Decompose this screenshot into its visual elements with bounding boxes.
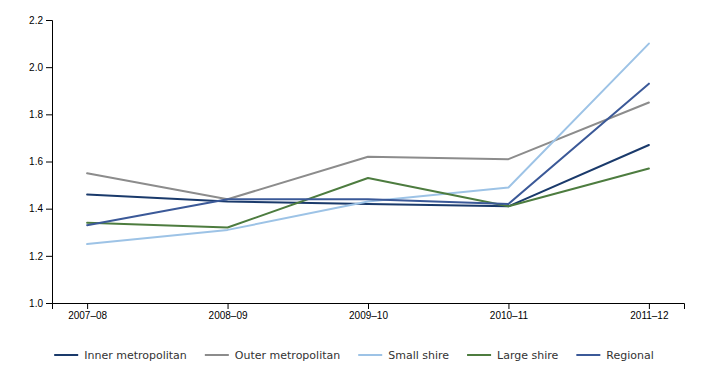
series-line: [87, 84, 649, 226]
y-tick: 1.8: [29, 109, 52, 120]
x-tick: 2008–09: [209, 303, 248, 321]
y-tick-label: 2.2: [29, 15, 43, 26]
series-line: [87, 169, 649, 228]
y-tick-label: 1.8: [29, 109, 43, 120]
x-tick-label: 2011–12: [630, 310, 669, 321]
legend-label: Small shire: [388, 349, 449, 362]
series-line: [87, 44, 649, 244]
x-tick-label: 2007–08: [68, 310, 107, 321]
y-tick-mark: [46, 209, 52, 210]
x-tick-label: 2009–10: [349, 310, 388, 321]
x-tick-label: 2010–11: [490, 310, 529, 321]
y-tick-label: 2.0: [29, 62, 43, 73]
legend-item: Inner metropolitan: [54, 349, 187, 362]
x-axis: 2007–08 2008–09 2009–10 2010–11 2011–12: [53, 303, 685, 321]
legend: Inner metropolitan Outer metropolitan Smal…: [54, 349, 654, 362]
y-tick-mark: [46, 303, 52, 304]
legend-label: Large shire: [497, 349, 558, 362]
y-tick: 1.0: [29, 298, 52, 309]
y-tick: 2.0: [29, 62, 52, 73]
x-tick-mark: [87, 303, 88, 309]
y-tick-mark: [46, 256, 52, 257]
y-tick-label: 1.2: [29, 251, 43, 262]
x-tick: 2009–10: [349, 303, 388, 321]
plot: 1.0 1.2 1.4 1.6 1.8 2.0 2.2 2007–08 2008–09 2009–…: [29, 15, 684, 321]
y-tick: 1.4: [29, 203, 52, 214]
y-tick-mark: [46, 67, 52, 68]
series-line: [87, 103, 649, 200]
x-tick: 2010–11: [490, 303, 529, 321]
legend-swatch: [467, 354, 491, 356]
y-axis-line: [46, 21, 53, 304]
y-tick-label: 1.0: [29, 298, 43, 309]
y-axis: 1.0 1.2 1.4 1.6 1.8 2.0 2.2: [29, 15, 52, 309]
y-tick-mark: [46, 20, 52, 21]
legend-swatch: [205, 354, 229, 356]
x-tick-mark: [368, 303, 369, 309]
series-line: [87, 145, 649, 206]
y-tick-mark: [46, 114, 52, 115]
legend-label: Regional: [606, 349, 653, 362]
chart: 1.0 1.2 1.4 1.6 1.8 2.0 2.2 2007–08 2008–09 2009–…: [0, 0, 708, 377]
legend-swatch: [54, 354, 78, 356]
y-tick-label: 1.4: [29, 203, 43, 214]
x-tick-mark: [508, 303, 509, 309]
x-tick-label: 2008–09: [209, 310, 248, 321]
x-tick: 2011–12: [630, 303, 669, 321]
lines: [87, 44, 649, 244]
legend-item: Large shire: [467, 349, 558, 362]
legend-label: Outer metropolitan: [235, 349, 340, 362]
legend-item: Outer metropolitan: [205, 349, 340, 362]
x-tick-mark: [228, 303, 229, 309]
legend-swatch: [358, 354, 382, 356]
legend-item: Regional: [576, 349, 653, 362]
legend-label: Inner metropolitan: [84, 349, 187, 362]
y-tick-label: 1.6: [29, 156, 43, 167]
y-tick: 1.2: [29, 251, 52, 262]
y-tick: 2.2: [29, 15, 52, 26]
legend-item: Small shire: [358, 349, 449, 362]
y-tick-mark: [46, 162, 52, 163]
x-axis-line: [53, 304, 685, 310]
legend-swatch: [576, 354, 600, 356]
x-tick-mark: [649, 303, 650, 309]
y-tick: 1.6: [29, 156, 52, 167]
x-tick: 2007–08: [68, 303, 107, 321]
